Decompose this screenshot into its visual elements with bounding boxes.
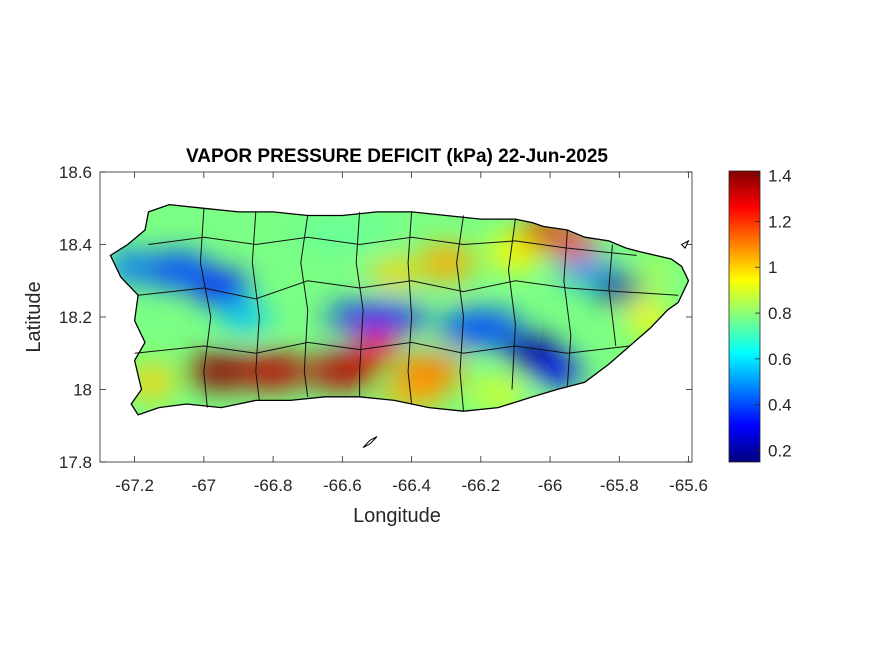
chart-title: VAPOR PRESSURE DEFICIT (kPa) 22-Jun-2025 bbox=[186, 146, 608, 167]
vpd-blob-4 bbox=[325, 302, 429, 332]
municipal-boundary-7 bbox=[563, 229, 572, 386]
vpd-blob-12 bbox=[370, 259, 419, 288]
y-tick-label-1: 18.4 bbox=[59, 236, 92, 255]
vpd-blob-11 bbox=[418, 244, 474, 281]
vpd-blob-18 bbox=[307, 353, 377, 390]
vpd-blob-3 bbox=[221, 302, 270, 332]
x-tick-label-6: -66 bbox=[538, 476, 563, 495]
islet-0 bbox=[362, 436, 378, 448]
colorbar-tick-label-0: 1.4 bbox=[768, 167, 792, 186]
x-tick-label-1: -67 bbox=[192, 476, 217, 495]
municipal-boundary-0 bbox=[199, 208, 212, 408]
y-tick-label-3: 18 bbox=[73, 381, 92, 400]
municipal-boundary-3 bbox=[355, 211, 364, 397]
municipal-boundary-11 bbox=[148, 236, 637, 256]
vpd-field bbox=[110, 204, 689, 415]
colorbar-tick-label-3: 0.8 bbox=[768, 304, 792, 323]
x-tick-label-5: -66.2 bbox=[461, 476, 500, 495]
municipal-boundary-8 bbox=[608, 244, 617, 347]
municipal-boundary-4 bbox=[407, 211, 413, 405]
municipal-boundary-9 bbox=[138, 280, 679, 300]
colorbar-tick-label-6: 0.2 bbox=[768, 442, 792, 461]
x-tick-label-2: -66.8 bbox=[254, 476, 293, 495]
colorbar-tick-label-5: 0.4 bbox=[768, 396, 792, 415]
y-tick-label-4: 17.8 bbox=[59, 453, 92, 472]
vpd-blob-20 bbox=[394, 353, 464, 390]
municipal-boundary-5 bbox=[456, 215, 465, 412]
vpd-blob-17 bbox=[238, 353, 308, 390]
x-tick-label-8: -65.6 bbox=[669, 476, 708, 495]
colorbar-tick-label-4: 0.6 bbox=[768, 350, 792, 369]
y-tick-label-0: 18.6 bbox=[59, 163, 92, 182]
vpd-blob-22 bbox=[131, 364, 173, 401]
municipal-boundary-6 bbox=[507, 219, 516, 390]
vpd-blob-9 bbox=[556, 255, 613, 285]
y-axis: 18.6 18.4 18.2 18 17.8 bbox=[59, 163, 692, 472]
x-axis: -67.2 -67 -66.8 -66.6 -66.4 -66.2 -66 -65.8 -65.… bbox=[115, 172, 708, 495]
coastline bbox=[109, 203, 690, 416]
x-axis-label: Longitude bbox=[353, 505, 441, 527]
y-tick-label-2: 18.2 bbox=[59, 308, 92, 327]
municipal-boundary-10 bbox=[134, 341, 630, 354]
vpd-blob-19 bbox=[356, 331, 398, 361]
vpd-blob-7 bbox=[532, 356, 582, 386]
colorbar-tick-label-2: 1 bbox=[768, 258, 777, 277]
vpd-blob-1 bbox=[141, 251, 211, 288]
vpd-blob-8 bbox=[595, 273, 644, 303]
municipal-boundaries bbox=[134, 208, 679, 412]
y-axis-label: Latitude bbox=[23, 281, 45, 352]
colorbar-tick-label-1: 1.2 bbox=[768, 212, 792, 231]
vpd-blob-25 bbox=[636, 259, 672, 288]
x-tick-label-3: -66.6 bbox=[323, 476, 362, 495]
municipal-boundary-1 bbox=[251, 211, 260, 401]
x-tick-label-7: -65.8 bbox=[600, 476, 639, 495]
vpd-blob-5 bbox=[439, 309, 523, 346]
x-tick-label-4: -66.4 bbox=[392, 476, 431, 495]
vpd-blob-15 bbox=[290, 219, 395, 249]
colorbar-ticks: 1.4 1.2 1 0.8 0.6 0.4 0.2 bbox=[755, 167, 792, 461]
x-tick-label-0: -67.2 bbox=[115, 476, 154, 495]
colorbar bbox=[728, 170, 761, 463]
municipal-boundary-2 bbox=[300, 215, 309, 397]
vpd-blob-16 bbox=[186, 353, 256, 390]
